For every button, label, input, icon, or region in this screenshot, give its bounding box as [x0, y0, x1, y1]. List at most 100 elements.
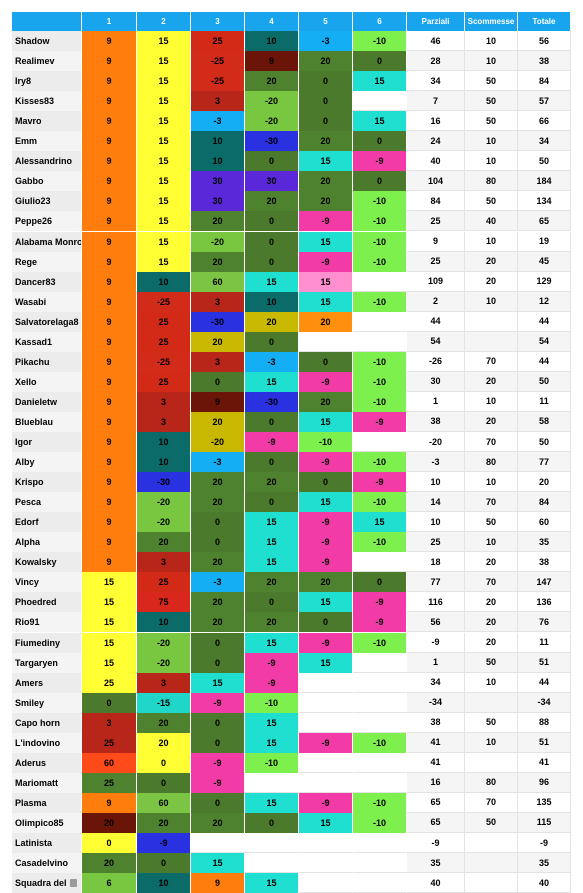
score-cell-round-1: 0: [82, 833, 137, 853]
scommesse-cell: 20: [465, 632, 518, 653]
score-cell-round-2: -25: [137, 291, 191, 312]
score-cell-round-4: 30: [245, 171, 299, 192]
player-name: Latinista: [12, 833, 82, 853]
score-cell-round-4: 20: [245, 612, 299, 633]
parziali-cell: 1: [407, 652, 465, 673]
score-cell-round-6: [353, 271, 407, 292]
player-name-text: Olimpico85: [15, 817, 64, 828]
player-name-text: Mariomatt: [15, 777, 59, 788]
scommesse-cell: 10: [465, 532, 518, 553]
score-cell-round-4: 0: [245, 492, 299, 513]
score-cell-round-5: -9: [299, 512, 353, 533]
player-name-text: Blueblau: [15, 416, 54, 427]
score-cell-round-4: -30: [245, 131, 299, 152]
score-cell-round-6: -9: [353, 151, 407, 172]
scommesse-cell: 70: [465, 572, 518, 593]
player-name-text: Peppe26: [15, 216, 53, 227]
player-name-text: Emm: [15, 136, 38, 147]
score-cell-round-3: -9: [191, 692, 245, 713]
score-cell-round-5: 15: [299, 271, 353, 292]
score-cell-round-3: 0: [191, 792, 245, 813]
player-name-text: Gabbo: [15, 176, 44, 187]
score-cell-round-6: [353, 331, 407, 352]
table-row: Squadra del 6 10 9 15 40 40: [12, 873, 571, 893]
scommesse-cell: 10: [465, 672, 518, 693]
score-cell-round-2: 20: [137, 712, 191, 733]
table-row: Krispo 9 -30 20 20 0 -9 10 10 20: [12, 472, 571, 493]
player-name: Aderus: [12, 752, 82, 773]
totale-cell: 38: [518, 51, 571, 72]
score-cell-round-4: 20: [245, 71, 299, 92]
score-cell-round-4: 15: [245, 712, 299, 733]
parziali-cell: 7: [407, 91, 465, 112]
totale-cell: 41: [518, 752, 571, 773]
table-row: Shadow 9 15 25 10 -3 -10 46 10 56: [12, 31, 571, 51]
parziali-cell: -9: [407, 632, 465, 653]
score-cell-round-3: 20: [191, 411, 245, 432]
table-row: Wasabi 9 -25 3 10 15 -10 2 10 12: [12, 291, 571, 312]
score-cell-round-6: -10: [353, 351, 407, 372]
score-cell-round-1: 9: [82, 552, 137, 573]
score-cell-round-5: -9: [299, 251, 353, 272]
score-cell-round-5: -9: [299, 211, 353, 232]
player-name: Giulio23: [12, 191, 82, 212]
table-row: Gabbo 9 15 30 30 20 0 104 80 184: [12, 171, 571, 192]
score-cell-round-2: 3: [137, 411, 191, 432]
score-cell-round-2: 15: [137, 191, 191, 212]
header-col-6: 6: [353, 12, 407, 31]
scommesse-cell: 50: [465, 71, 518, 92]
player-name-text: Realimev: [15, 56, 55, 67]
score-cell-round-2: 3: [137, 672, 191, 693]
scommesse-cell: 50: [465, 812, 518, 833]
score-cell-round-6: [353, 692, 407, 713]
player-name-text: Edorf: [15, 517, 39, 528]
parziali-cell: -20: [407, 432, 465, 452]
player-name: Iry8: [12, 71, 82, 92]
scommesse-cell: 20: [465, 612, 518, 633]
score-cell-round-1: 9: [82, 311, 137, 332]
totale-cell: 77: [518, 452, 571, 473]
player-name-text: Xello: [15, 376, 37, 387]
scommesse-cell: 10: [465, 231, 518, 252]
totale-cell: 11: [518, 391, 571, 412]
score-cell-round-5: 0: [299, 91, 353, 112]
scommesse-cell: 70: [465, 351, 518, 372]
score-cell-round-6: -10: [353, 291, 407, 312]
score-cell-round-6: -10: [353, 211, 407, 232]
player-name: L'indovino: [12, 732, 82, 753]
score-cell-round-2: 25: [137, 572, 191, 593]
score-cell-round-4: -9: [245, 652, 299, 673]
player-name-text: Salvatorelaga8: [15, 316, 79, 327]
table-row: Mariomatt 25 0 -9 16 80 96: [12, 772, 571, 793]
table-row: Realimev 9 15 -25 9 20 0 28 10 38: [12, 51, 571, 72]
player-name: Igor: [12, 432, 82, 452]
scommesse-cell: 10: [465, 732, 518, 753]
score-cell-round-5: 0: [299, 111, 353, 132]
score-cell-round-3: -3: [191, 111, 245, 132]
table-row: Iry8 9 15 -25 20 0 15 34 50 84: [12, 71, 571, 92]
player-name-text: Shadow: [15, 36, 50, 46]
score-cell-round-6: [353, 772, 407, 793]
table-row: Blueblau 9 3 20 0 15 -9 38 20 58: [12, 411, 571, 432]
score-cell-round-4: 15: [245, 532, 299, 553]
totale-cell: 96: [518, 772, 571, 793]
score-cell-round-2: 0: [137, 752, 191, 773]
player-name-text: Plasma: [15, 797, 47, 808]
score-cell-round-6: 15: [353, 111, 407, 132]
score-cell-round-2: -20: [137, 492, 191, 513]
scommesse-cell: 50: [465, 191, 518, 212]
parziali-cell: 56: [407, 612, 465, 633]
score-cell-round-3: -20: [191, 231, 245, 252]
score-cell-round-1: 3: [82, 712, 137, 733]
player-name: Krispo: [12, 472, 82, 493]
totale-cell: 19: [518, 231, 571, 252]
score-cell-round-3: -25: [191, 51, 245, 72]
scommesse-cell: 80: [465, 772, 518, 793]
score-cell-round-6: [353, 311, 407, 332]
score-cell-round-1: 15: [82, 632, 137, 653]
totale-cell: 65: [518, 211, 571, 232]
score-cell-round-6: -10: [353, 732, 407, 753]
table-row: Phoedred 15 75 20 0 15 -9 116 20 136: [12, 592, 571, 613]
score-cell-round-1: 9: [82, 492, 137, 513]
totale-cell: 184: [518, 171, 571, 192]
